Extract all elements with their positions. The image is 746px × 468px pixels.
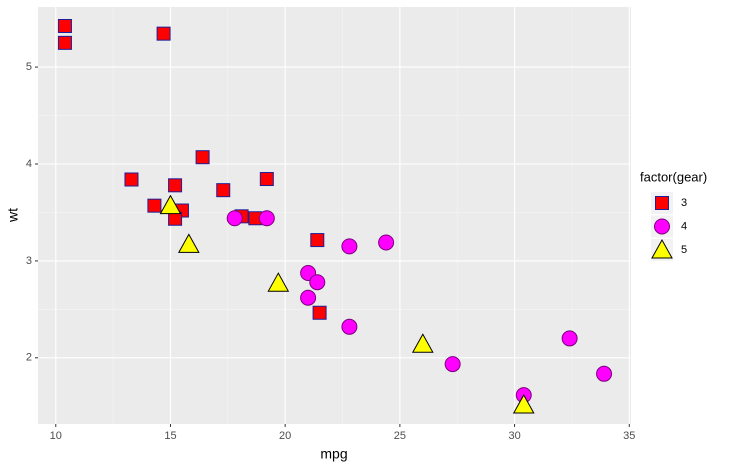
point — [341, 318, 358, 335]
legend-title: factor(gear) — [640, 169, 707, 184]
point — [57, 35, 72, 50]
point — [159, 194, 182, 215]
point — [341, 238, 358, 255]
x-tick-label: 35 — [623, 430, 635, 442]
point — [310, 233, 325, 248]
point — [267, 272, 290, 292]
x-tick-label: 10 — [50, 430, 62, 442]
point — [226, 210, 243, 227]
legend: 3 4 5 — [651, 192, 687, 261]
x-tick-label: 15 — [164, 430, 176, 442]
legend-label: 4 — [681, 220, 687, 232]
x-tick-label: 20 — [279, 430, 291, 442]
point — [168, 211, 183, 226]
y-tick-label: 4 — [26, 158, 32, 170]
grid — [38, 7, 631, 424]
point — [259, 172, 274, 187]
point — [147, 198, 162, 213]
point — [309, 274, 326, 291]
point — [57, 18, 72, 33]
legend-label: 3 — [681, 197, 687, 209]
point — [561, 330, 578, 347]
point — [596, 365, 613, 382]
panel — [38, 7, 631, 424]
point — [216, 183, 231, 198]
x-tick-label: 25 — [394, 430, 406, 442]
point — [312, 305, 327, 320]
y-tick-label: 2 — [26, 352, 32, 364]
x-tick-label: 30 — [508, 430, 520, 442]
y-tick-label: 3 — [26, 255, 32, 267]
legend-key — [655, 196, 669, 210]
y-tick-label: 5 — [26, 61, 32, 73]
point — [378, 234, 395, 251]
point — [300, 289, 317, 306]
point — [168, 178, 183, 193]
y-axis-title: wt — [5, 208, 21, 223]
point — [444, 356, 461, 373]
point — [124, 172, 139, 187]
legend-key — [651, 238, 673, 259]
point — [258, 210, 275, 227]
point — [411, 333, 434, 353]
points — [57, 18, 613, 414]
point — [195, 150, 210, 165]
legend-label: 5 — [681, 244, 687, 256]
point — [156, 26, 171, 41]
point — [177, 233, 200, 253]
point — [512, 393, 535, 414]
x-axis-title: mpg — [320, 446, 347, 462]
legend-key — [654, 218, 670, 235]
